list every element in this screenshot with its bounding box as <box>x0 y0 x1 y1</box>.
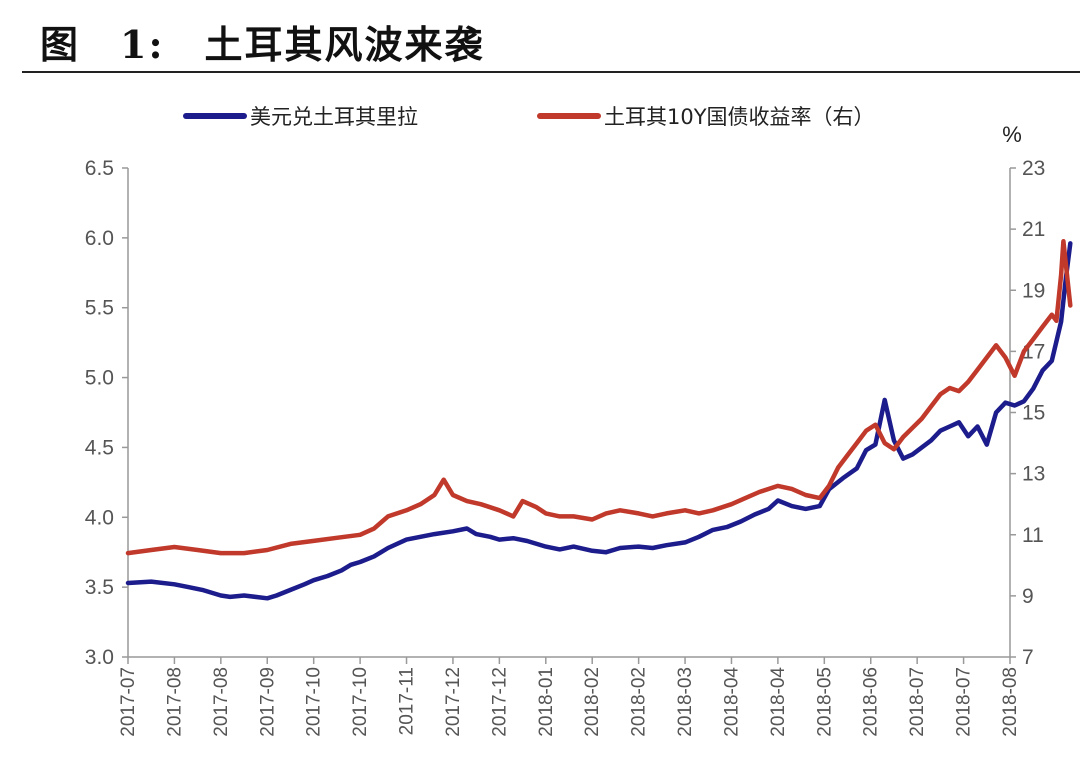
chart-series <box>125 239 1073 601</box>
x-tick-label: 2018-07 <box>907 667 928 737</box>
series-line-turkey-10y-yield <box>125 239 1073 556</box>
left-tick-label: 4.0 <box>85 506 114 529</box>
legend-label: 美元兑土耳其里拉 <box>250 105 418 129</box>
right-tick-label: 23 <box>1022 157 1045 180</box>
x-tick-label: 2018-07 <box>954 667 975 737</box>
left-tick-label: 4.5 <box>85 436 114 459</box>
x-tick-label: 2017-11 <box>397 667 418 735</box>
left-tick-label: 3.0 <box>85 646 114 669</box>
x-tick-label: 2018-04 <box>721 667 742 737</box>
figure-title: 图 1: 土耳其风波来袭 <box>40 22 485 67</box>
left-tick-label: 6.0 <box>85 227 114 250</box>
x-tick-label: 2017-07 <box>118 667 139 737</box>
x-tick-label: 2018-06 <box>861 667 882 737</box>
right-tick-label: 13 <box>1022 463 1045 486</box>
x-tick-label: 2017-08 <box>164 667 185 737</box>
right-tick-label: 11 <box>1022 524 1044 547</box>
x-tick-label: 2018-05 <box>814 667 835 737</box>
left-tick-label: 5.5 <box>85 297 114 320</box>
series-line-usdtry <box>125 241 1073 601</box>
left-tick-label: 5.0 <box>85 367 114 390</box>
x-tick-label: 2018-02 <box>582 667 603 737</box>
right-axis-unit: % <box>1002 122 1022 147</box>
x-tick-label: 2018-01 <box>536 667 557 737</box>
right-tick-label: 21 <box>1022 218 1045 241</box>
x-tick-label: 2017-12 <box>443 667 464 737</box>
x-tick-label: 2018-04 <box>768 667 789 737</box>
right-tick-label: 15 <box>1022 402 1045 425</box>
x-tick-label: 2018-02 <box>629 667 650 737</box>
right-tick-label: 19 <box>1022 279 1045 302</box>
x-tick-label: 2017-10 <box>304 667 325 737</box>
x-tick-label: 2017-09 <box>257 667 278 737</box>
right-tick-label: 7 <box>1022 646 1034 669</box>
x-tick-label: 2018-08 <box>1000 667 1021 737</box>
x-tick-label: 2017-12 <box>489 667 510 737</box>
right-tick-label: 9 <box>1022 585 1034 608</box>
x-tick-label: 2018-03 <box>675 667 696 737</box>
title-rule <box>22 71 1080 73</box>
x-tick-label: 2017-10 <box>350 667 371 737</box>
chart-axes: 3.03.54.04.55.05.56.06.57911131517192123… <box>85 122 1046 737</box>
x-tick-label: 2017-08 <box>211 667 232 737</box>
left-tick-label: 3.5 <box>85 576 114 599</box>
chart-legend: 美元兑土耳其里拉 土耳其10Y国债收益率（右） <box>183 105 875 129</box>
left-tick-label: 6.5 <box>85 157 114 180</box>
legend-label: 土耳其10Y国债收益率（右） <box>604 105 875 129</box>
